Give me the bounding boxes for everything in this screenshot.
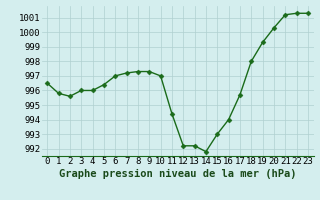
X-axis label: Graphe pression niveau de la mer (hPa): Graphe pression niveau de la mer (hPa) xyxy=(59,169,296,179)
